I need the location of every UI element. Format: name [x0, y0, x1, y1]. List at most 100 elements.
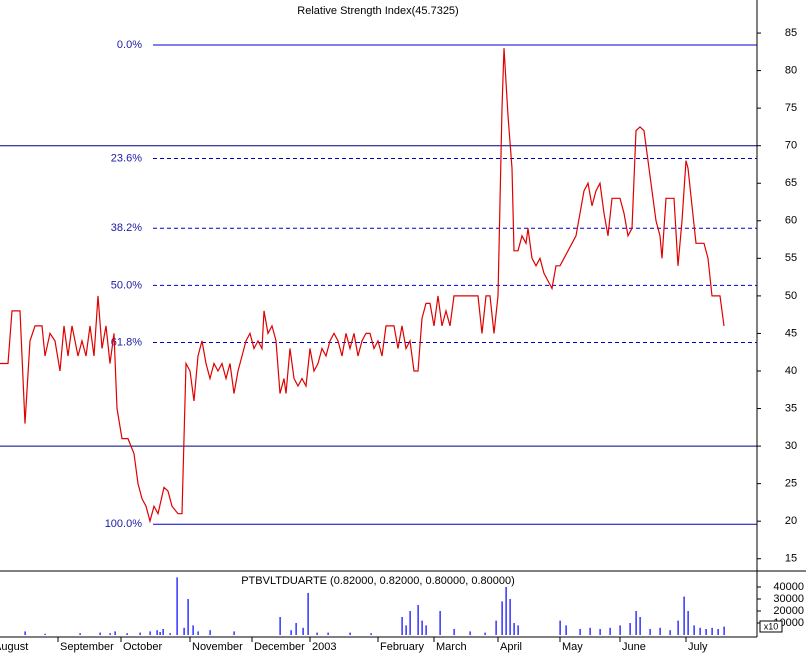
- volume-bar: [635, 611, 637, 635]
- x-tick-label: August: [0, 641, 28, 653]
- volume-bar: [187, 599, 189, 635]
- volume-bar: [279, 617, 281, 635]
- volume-bar: [517, 625, 519, 635]
- volume-bar: [349, 632, 351, 635]
- volume-bar: [469, 631, 471, 635]
- y-tick-label: 35: [785, 402, 797, 414]
- volume-bar: [209, 630, 211, 635]
- y-tick-label: 40000: [773, 581, 804, 593]
- multiplier-label: x10: [764, 621, 779, 631]
- y-tick-label: 30: [785, 440, 797, 452]
- volume-bar: [723, 626, 725, 635]
- volume-bar: [126, 633, 128, 635]
- y-tick-label: 60: [785, 215, 797, 227]
- y-tick-label: 65: [785, 177, 797, 189]
- rsi-line: [0, 48, 725, 524]
- y-tick-label: 45: [785, 327, 797, 339]
- y-tick-label: 25: [785, 478, 797, 490]
- fib-label: 38.2%: [111, 222, 142, 234]
- volume-bar: [639, 617, 641, 635]
- volume-bar: [649, 629, 651, 635]
- fib-label: 23.6%: [111, 152, 142, 164]
- volume-bar: [509, 599, 511, 635]
- volume-bar: [109, 633, 111, 635]
- volume-bar: [159, 632, 161, 635]
- volume-bar: [439, 611, 441, 635]
- volume-bar: [677, 620, 679, 635]
- volume-bar: [495, 620, 497, 635]
- volume-bar: [233, 631, 235, 635]
- volume-bar: [693, 625, 695, 635]
- volume-bar: [316, 632, 318, 635]
- volume-bar: [705, 629, 707, 635]
- y-tick-label: 55: [785, 252, 797, 264]
- volume-bar: [139, 632, 141, 635]
- volume-bar: [659, 627, 661, 635]
- y-tick-label: 50: [785, 290, 797, 302]
- volume-bar: [24, 631, 26, 635]
- x-tick-label: September: [60, 641, 114, 653]
- volume-bar: [687, 611, 689, 635]
- volume-bar: [162, 629, 164, 635]
- volume-bar: [44, 633, 46, 635]
- volume-bar: [409, 611, 411, 635]
- volume-bar: [307, 593, 309, 635]
- x-tick-label: June: [622, 641, 646, 653]
- y-tick-label: 15: [785, 553, 797, 565]
- y-tick-label: 80: [785, 64, 797, 76]
- volume-bar: [711, 627, 713, 635]
- volume-bar: [99, 632, 101, 635]
- x-tick-label: 2003: [312, 641, 336, 653]
- volume-bar: [683, 596, 685, 635]
- volume-bar: [421, 620, 423, 635]
- volume-bar: [79, 633, 81, 635]
- volume-bar: [290, 630, 292, 635]
- volume-bar: [295, 623, 297, 635]
- volume-bar: [327, 632, 329, 635]
- volume-bar: [156, 630, 158, 635]
- fib-label: 61.8%: [111, 336, 142, 348]
- multiplier-box: [759, 620, 783, 633]
- volume-bar: [425, 625, 427, 635]
- volume-bar: [589, 627, 591, 635]
- volume-bar: [717, 629, 719, 635]
- y-tick-label: 30000: [773, 593, 804, 605]
- y-tick-label: 75: [785, 102, 797, 114]
- volume-bar: [453, 629, 455, 635]
- x-tick-label: October: [123, 641, 162, 653]
- volume-bar: [302, 627, 304, 635]
- x-tick-label: November: [192, 641, 243, 653]
- chart-title: Relative Strength Index(45.7325): [297, 5, 458, 17]
- volume-bar: [192, 625, 194, 635]
- fib-label: 0.0%: [117, 39, 142, 51]
- volume-bar: [629, 623, 631, 635]
- volume-bar: [149, 631, 151, 635]
- volume-bar: [609, 627, 611, 635]
- volume-bar: [401, 617, 403, 635]
- volume-bar: [699, 627, 701, 635]
- x-tick-label: July: [688, 641, 708, 653]
- x-tick-label: December: [254, 641, 305, 653]
- volume-bar: [501, 601, 503, 635]
- volume-bar: [169, 633, 171, 635]
- fib-label: 50.0%: [111, 279, 142, 291]
- volume-bar: [669, 630, 671, 635]
- volume-bar: [370, 633, 372, 635]
- y-tick-label: 85: [785, 27, 797, 39]
- volume-bar: [513, 623, 515, 635]
- x-tick-label: April: [500, 641, 522, 653]
- volume-bar: [183, 627, 185, 635]
- volume-bar: [559, 620, 561, 635]
- volume-bar: [565, 625, 567, 635]
- x-tick-label: March: [436, 641, 467, 653]
- volume-bar: [114, 631, 116, 635]
- volume-bar: [505, 587, 507, 635]
- y-tick-label: 20000: [773, 605, 804, 617]
- y-tick-label: 40: [785, 365, 797, 377]
- fib-label: 100.0%: [105, 518, 143, 530]
- volume-bar: [176, 577, 178, 635]
- volume-bar: [417, 605, 419, 635]
- y-tick-label: 70: [785, 140, 797, 152]
